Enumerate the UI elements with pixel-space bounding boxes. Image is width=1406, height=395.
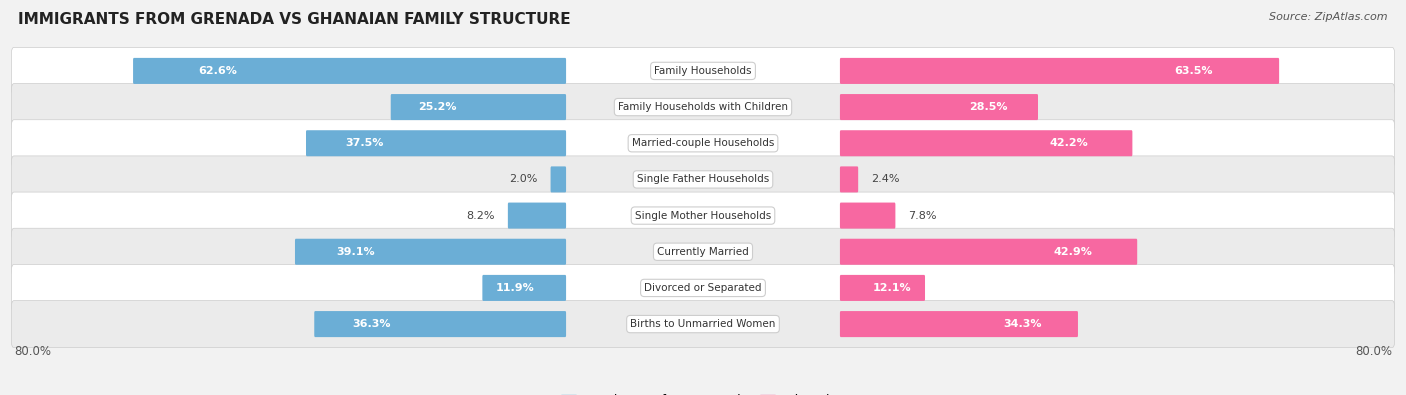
Text: IMMIGRANTS FROM GRENADA VS GHANAIAN FAMILY STRUCTURE: IMMIGRANTS FROM GRENADA VS GHANAIAN FAMI… — [18, 12, 571, 27]
FancyBboxPatch shape — [839, 311, 1078, 337]
FancyBboxPatch shape — [134, 58, 567, 84]
FancyBboxPatch shape — [11, 228, 1395, 275]
FancyBboxPatch shape — [315, 311, 567, 337]
FancyBboxPatch shape — [11, 264, 1395, 311]
Text: 63.5%: 63.5% — [1174, 66, 1212, 76]
Text: Family Households: Family Households — [654, 66, 752, 76]
Text: 7.8%: 7.8% — [908, 211, 936, 220]
Text: 39.1%: 39.1% — [336, 247, 375, 257]
FancyBboxPatch shape — [508, 203, 567, 229]
Text: Single Father Households: Single Father Households — [637, 175, 769, 184]
Text: Source: ZipAtlas.com: Source: ZipAtlas.com — [1270, 12, 1388, 22]
Legend: Immigrants from Grenada, Ghanaian: Immigrants from Grenada, Ghanaian — [561, 394, 845, 395]
Text: Currently Married: Currently Married — [657, 247, 749, 257]
Text: 28.5%: 28.5% — [969, 102, 1008, 112]
FancyBboxPatch shape — [11, 301, 1395, 348]
FancyBboxPatch shape — [307, 130, 567, 156]
Text: Family Households with Children: Family Households with Children — [619, 102, 787, 112]
Text: 12.1%: 12.1% — [873, 283, 911, 293]
FancyBboxPatch shape — [11, 192, 1395, 239]
FancyBboxPatch shape — [11, 47, 1395, 94]
Text: 25.2%: 25.2% — [418, 102, 456, 112]
FancyBboxPatch shape — [551, 166, 567, 192]
FancyBboxPatch shape — [839, 130, 1132, 156]
FancyBboxPatch shape — [11, 156, 1395, 203]
FancyBboxPatch shape — [839, 94, 1038, 120]
Text: 36.3%: 36.3% — [353, 319, 391, 329]
FancyBboxPatch shape — [391, 94, 567, 120]
FancyBboxPatch shape — [482, 275, 567, 301]
FancyBboxPatch shape — [839, 58, 1279, 84]
FancyBboxPatch shape — [839, 166, 858, 192]
Text: 62.6%: 62.6% — [198, 66, 238, 76]
Text: 2.0%: 2.0% — [509, 175, 537, 184]
Text: 42.2%: 42.2% — [1049, 138, 1088, 148]
Text: 80.0%: 80.0% — [14, 345, 51, 358]
Text: 8.2%: 8.2% — [467, 211, 495, 220]
Text: Single Mother Households: Single Mother Households — [636, 211, 770, 220]
FancyBboxPatch shape — [11, 84, 1395, 131]
Text: 11.9%: 11.9% — [495, 283, 534, 293]
FancyBboxPatch shape — [11, 120, 1395, 167]
Text: 34.3%: 34.3% — [1002, 319, 1042, 329]
FancyBboxPatch shape — [839, 203, 896, 229]
Text: Divorced or Separated: Divorced or Separated — [644, 283, 762, 293]
FancyBboxPatch shape — [839, 275, 925, 301]
Text: 42.9%: 42.9% — [1053, 247, 1092, 257]
Text: 80.0%: 80.0% — [1355, 345, 1392, 358]
FancyBboxPatch shape — [295, 239, 567, 265]
Text: 2.4%: 2.4% — [872, 175, 900, 184]
Text: 37.5%: 37.5% — [346, 138, 384, 148]
Text: Births to Unmarried Women: Births to Unmarried Women — [630, 319, 776, 329]
FancyBboxPatch shape — [839, 239, 1137, 265]
Text: Married-couple Households: Married-couple Households — [631, 138, 775, 148]
